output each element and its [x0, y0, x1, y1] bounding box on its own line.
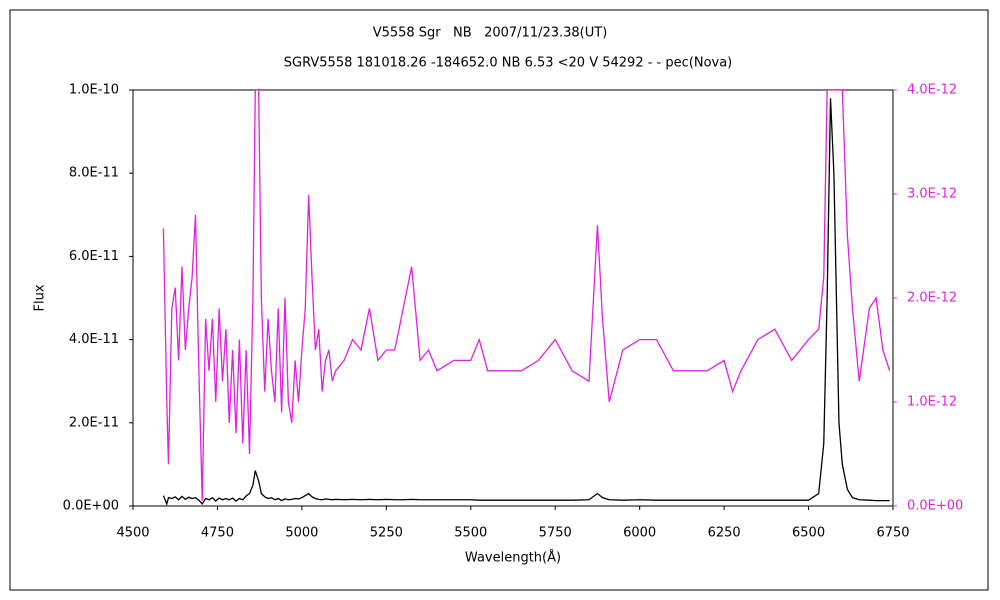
y2-tick-label: 0.0E+00	[907, 499, 963, 514]
y-tick-label: 2.0E-11	[69, 415, 119, 430]
chart-subtitle: SGRV5558 181018.26 -184652.0 NB 6.53 <20…	[284, 56, 733, 71]
x-axis-label: Wavelength(Å)	[465, 550, 561, 566]
y2-tick-label: 3.0E-12	[907, 187, 957, 202]
x-tick-label: 4500	[116, 526, 149, 541]
y-tick-label: 6.0E-11	[69, 249, 119, 264]
series-line	[162, 90, 891, 501]
series-line	[162, 98, 890, 506]
x-tick-label: 6250	[708, 526, 741, 541]
chart-title: V5558 Sgr NB 2007/11/23.38(UT)	[373, 26, 608, 41]
y-tick-label: 0.0E+00	[63, 499, 119, 514]
chart-frame	[9, 9, 989, 591]
y2-tick-label: 4.0E-12	[907, 83, 957, 98]
x-tick-label: 6000	[623, 526, 656, 541]
y-tick-label: 8.0E-11	[69, 166, 119, 181]
y-axis-label: Flux	[33, 284, 48, 311]
x-tick-label: 6500	[792, 526, 825, 541]
y-tick-label: 1.0E-10	[69, 83, 119, 98]
y2-tick-label: 1.0E-12	[907, 395, 957, 410]
x-tick-label: 5500	[454, 526, 487, 541]
x-tick-label: 5000	[285, 526, 318, 541]
y-tick-label: 4.0E-11	[69, 332, 119, 347]
x-tick-label: 6750	[876, 526, 909, 541]
x-tick-label: 5250	[370, 526, 403, 541]
x-tick-label: 4750	[201, 526, 234, 541]
x-tick-label: 5750	[539, 526, 572, 541]
y2-tick-label: 2.0E-12	[907, 291, 957, 306]
